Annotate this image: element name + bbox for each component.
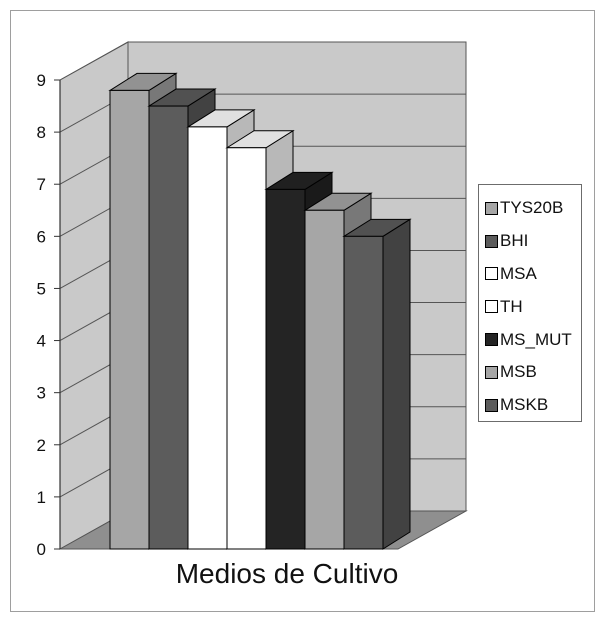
legend-label: MSKB — [500, 395, 549, 415]
bar-front — [109, 89, 150, 550]
gridline — [59, 41, 466, 81]
y-tick-label: 3 — [37, 384, 46, 403]
y-tick-label: 4 — [37, 332, 46, 351]
bar-side — [382, 218, 411, 550]
legend-swatch — [485, 201, 498, 215]
legend-swatch — [485, 267, 498, 281]
legend-label: BHI — [500, 231, 529, 251]
y-tick-label: 2 — [37, 436, 46, 455]
legend-item: TYS20B — [485, 192, 581, 225]
legend-swatch — [485, 333, 498, 347]
bars — [108, 72, 412, 550]
y-tick-label: 0 — [37, 540, 46, 559]
legend-swatch — [485, 365, 498, 379]
legend-item: TH — [485, 290, 581, 323]
y-tick-label: 9 — [37, 71, 46, 90]
bar — [342, 218, 412, 550]
legend-item: BHI — [485, 225, 581, 258]
y-tick-label: 7 — [37, 175, 46, 194]
bar-front — [187, 126, 228, 550]
legend-label: MSB — [500, 362, 537, 382]
y-tick-label: 5 — [37, 279, 46, 298]
legend-item: MSA — [485, 258, 581, 291]
y-tick-label: 8 — [37, 123, 46, 142]
legend-swatch — [485, 398, 498, 412]
legend-label: MSA — [500, 263, 537, 283]
legend-label: TH — [500, 296, 523, 316]
legend-swatch — [485, 300, 498, 314]
bar-front — [304, 209, 345, 550]
bar-front — [343, 235, 384, 550]
y-axis-ticks: 0 1 2 3 4 5 6 7 8 9 — [37, 71, 61, 559]
x-axis-label: Medios de Cultivo — [176, 558, 399, 589]
legend: TYS20B BHI MSA TH MS_MUT MSB MSKB — [478, 184, 582, 422]
y-tick-label: 6 — [37, 227, 46, 246]
y-tick-label: 1 — [37, 488, 46, 507]
legend-item: MSKB — [485, 389, 581, 422]
legend-label: MS_MUT — [500, 329, 572, 349]
legend-item: MS_MUT — [485, 323, 581, 356]
legend-label: TYS20B — [500, 198, 564, 218]
legend-item: MSB — [485, 356, 581, 389]
bar-front — [148, 105, 189, 550]
legend-swatch — [485, 234, 498, 248]
bar-front — [226, 147, 267, 550]
bar-front — [265, 188, 306, 550]
